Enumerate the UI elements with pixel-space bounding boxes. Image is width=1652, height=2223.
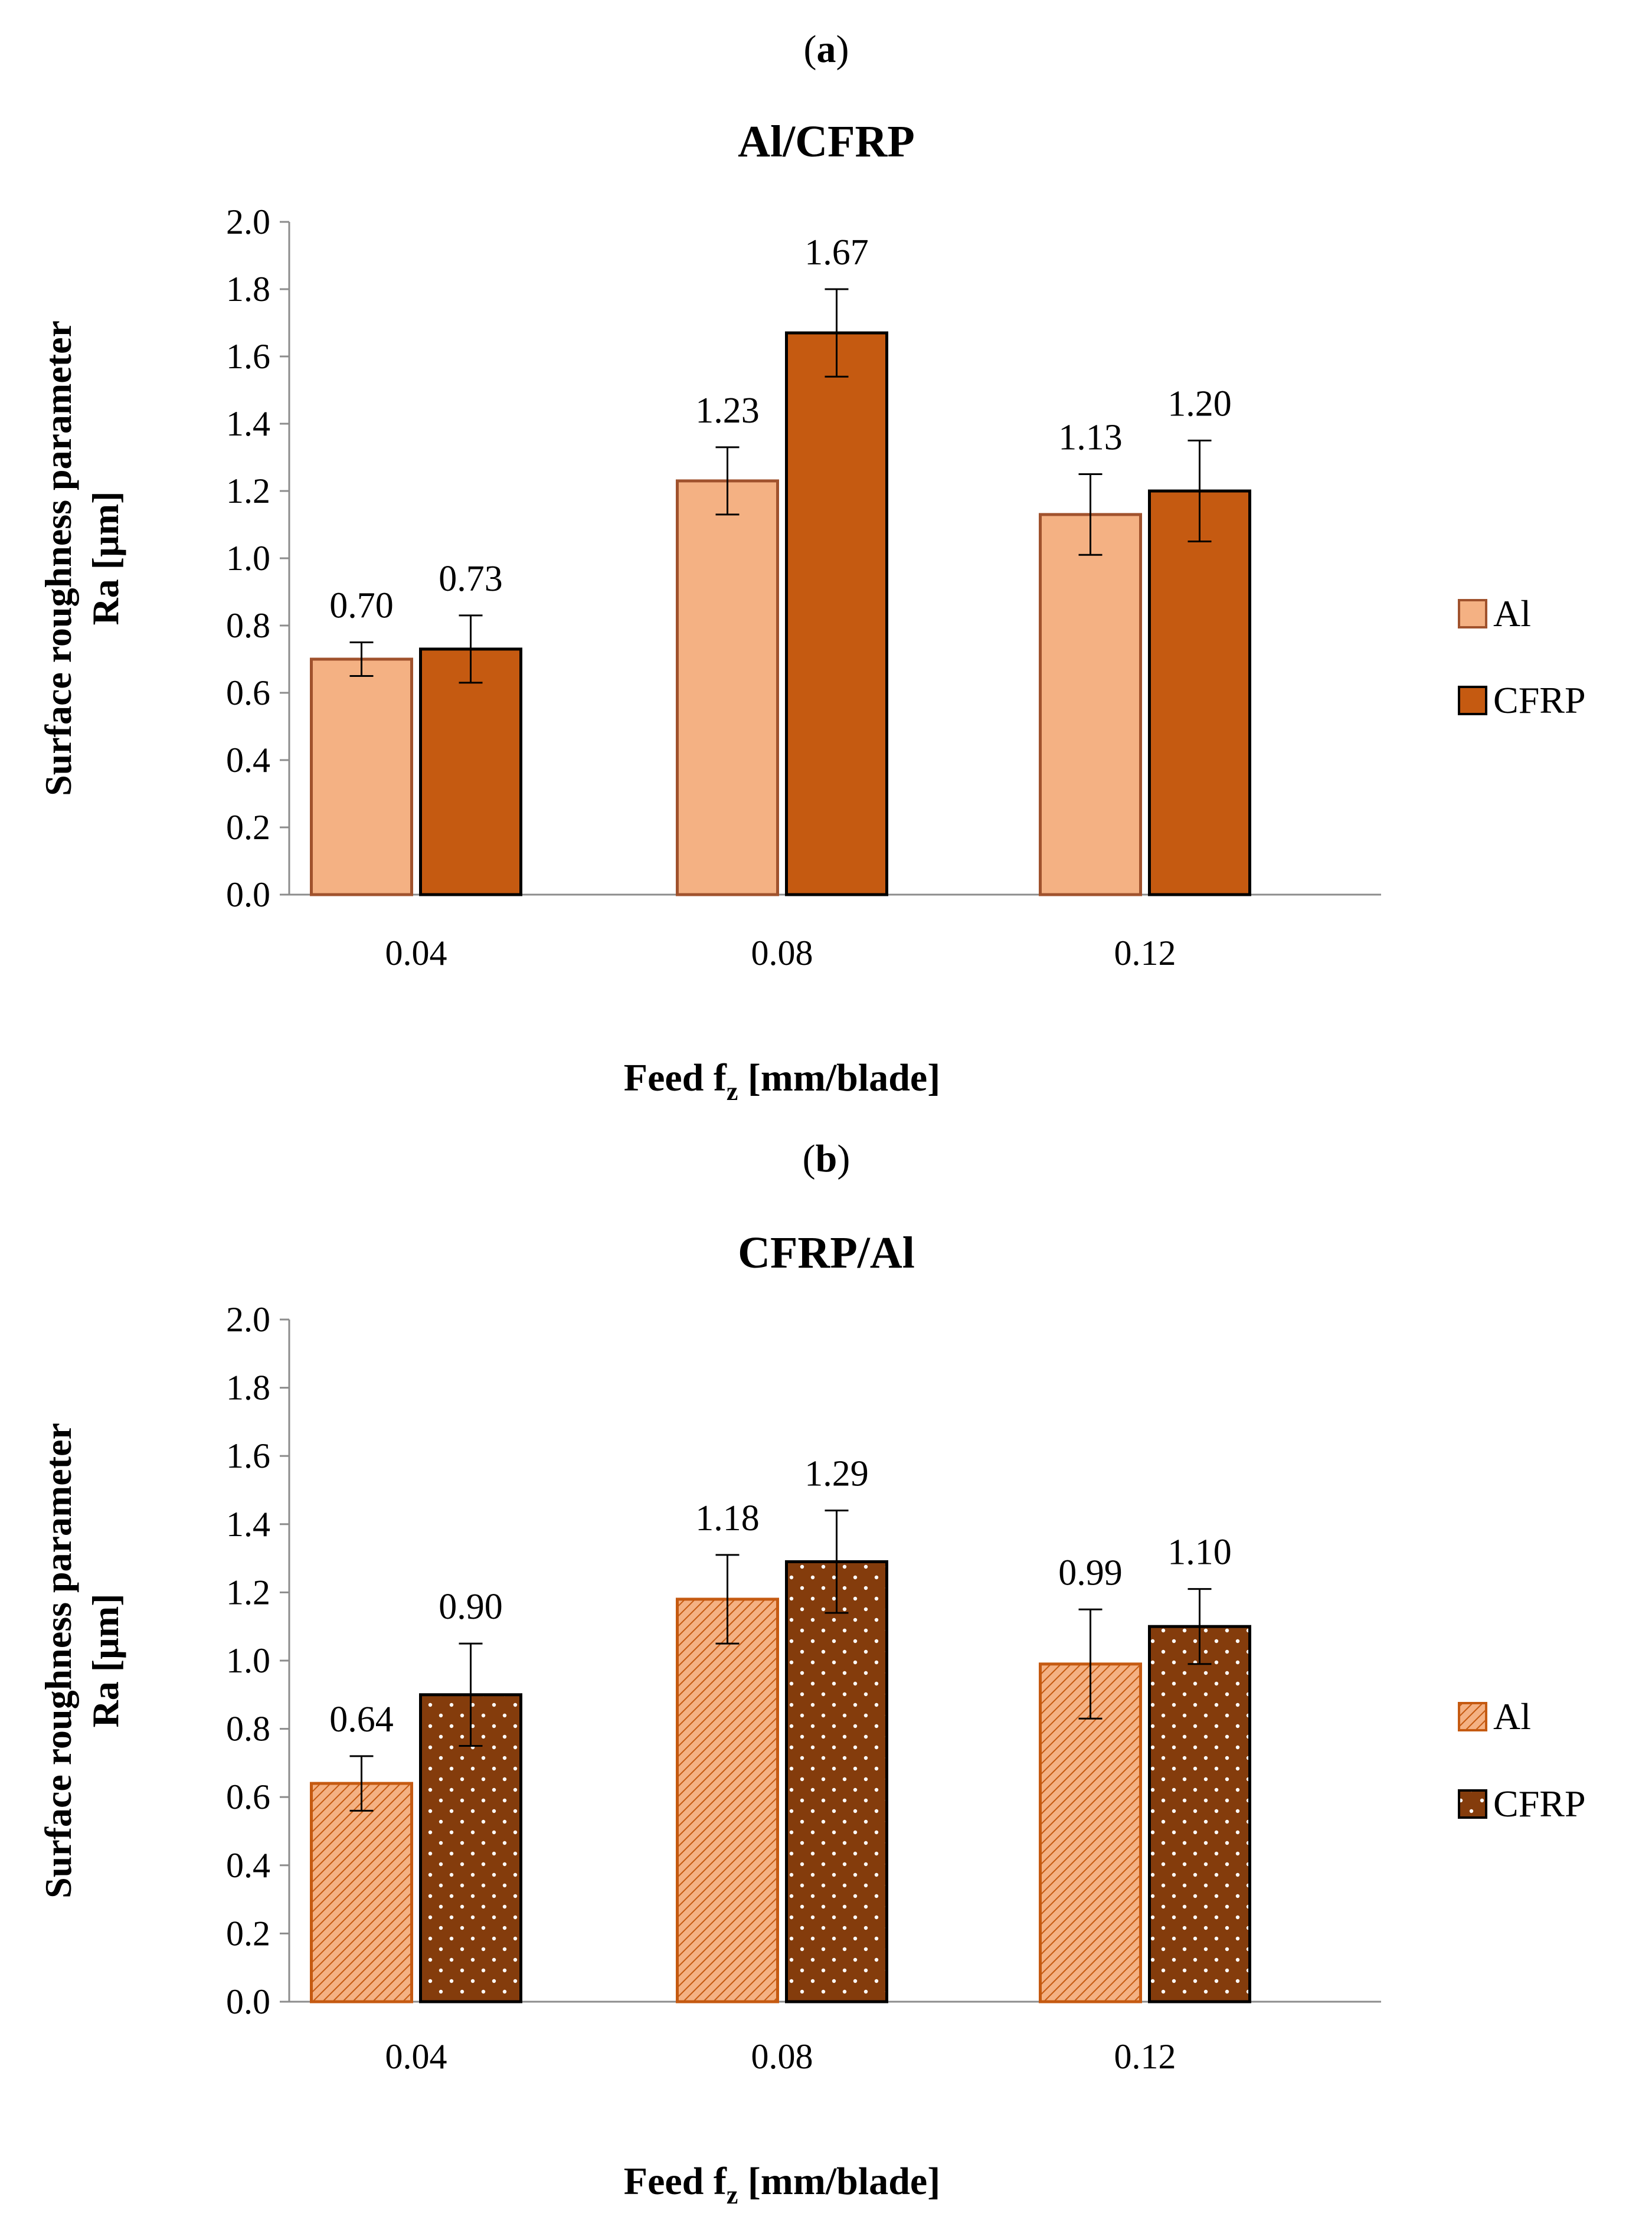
y-tick-label: 1.4 <box>226 1505 270 1544</box>
y-tick-label: 1.4 <box>226 404 270 443</box>
bar-cfrp-0.12 <box>1148 489 1251 896</box>
legend-item-cfrp: CFRP <box>1458 679 1586 721</box>
error-bar-al-0.08 <box>715 446 740 516</box>
legend-item-al: Al <box>1458 1695 1531 1737</box>
panel-label: (b) <box>803 1137 850 1180</box>
x-tick-label: 0.04 <box>385 2037 447 2076</box>
y-tick-label: 1.2 <box>226 472 270 510</box>
x-tick-label: 0.08 <box>751 2037 813 2076</box>
data-label-al-0.12: 0.99 <box>1058 1553 1123 1593</box>
data-label-cfrp-0.12: 1.20 <box>1167 384 1232 424</box>
y-tick-label: 2.0 <box>226 1300 270 1339</box>
bar-cfrp-0.04 <box>419 647 522 896</box>
legend-swatch <box>1458 1789 1487 1819</box>
data-label-al-0.08: 1.23 <box>695 391 760 431</box>
data-label-cfrp-0.08: 1.67 <box>804 233 869 273</box>
error-bar-cfrp-0.04 <box>459 614 483 684</box>
y-axis-label: Surface roughness parameter Ra [µm] <box>37 320 126 796</box>
y-tick-label: 0.8 <box>226 606 270 645</box>
y-tick-label: 0.6 <box>226 673 270 712</box>
bar-al-0.04 <box>310 657 413 896</box>
error-bar-cfrp-0.12 <box>1188 440 1212 542</box>
data-label-cfrp-0.04: 0.90 <box>439 1587 503 1627</box>
y-tick-label: 1.2 <box>226 1573 270 1612</box>
y-tick-label: 1.0 <box>226 1641 270 1680</box>
y-tick-label: 0.8 <box>226 1710 270 1749</box>
y-axis-label: Surface roughness parameter Ra [µm] <box>37 1423 126 1898</box>
y-tick-label: 2.0 <box>226 202 270 241</box>
chart-title: Al/CFRP <box>738 117 915 166</box>
legend-label: CFRP <box>1493 1783 1586 1825</box>
legend-item-al: Al <box>1458 592 1531 634</box>
data-label-cfrp-0.04: 0.73 <box>439 559 503 599</box>
bar-al-0.08 <box>676 1597 779 2003</box>
data-label-al-0.12: 1.13 <box>1058 418 1123 458</box>
error-bar-al-0.04 <box>349 1755 374 1812</box>
y-tick-label: 0.0 <box>226 875 270 914</box>
chart-panel-a: (a) Al/CFRP 0.0 0.2 0.4 0.6 0.8 1.0 1.2 1.4 1.6 1.8… <box>37 28 1586 1106</box>
y-tick-label: 1.8 <box>226 1368 270 1407</box>
data-label-cfrp-0.08: 1.29 <box>804 1454 869 1494</box>
data-label-al-0.04: 0.70 <box>329 586 394 626</box>
y-tick-label: 0.4 <box>226 1846 270 1885</box>
data-label-cfrp-0.12: 1.10 <box>1167 1533 1232 1573</box>
legend-item-cfrp: CFRP <box>1458 1783 1586 1825</box>
legend-swatch <box>1458 599 1487 628</box>
legend-swatch <box>1458 1702 1487 1731</box>
chart-panel-b: (b) CFRP/Al 0.0 0.2 0.4 0.6 0.8 1.0 1.2 1.4 1.6 1.8… <box>37 1137 1586 2209</box>
error-bar-cfrp-0.04 <box>459 1642 483 1747</box>
bar-al-0.12 <box>1039 513 1142 896</box>
chart-title: CFRP/Al <box>738 1228 915 1278</box>
bar-cfrp-0.12 <box>1148 1625 1251 2003</box>
x-tick-label: 0.12 <box>1114 934 1176 973</box>
legend-label: CFRP <box>1493 679 1586 721</box>
x-tick-label: 0.08 <box>751 934 813 973</box>
x-axis-label: Feed fz [mm/blade] <box>624 1056 940 1106</box>
y-tick-label: 1.0 <box>226 539 270 578</box>
x-tick-label: 0.04 <box>385 934 447 973</box>
x-axis-label: Feed fz [mm/blade] <box>624 2160 940 2209</box>
y-tick-label: 0.6 <box>226 1777 270 1816</box>
bar-cfrp-0.08 <box>785 331 888 896</box>
y-tick-label: 0.2 <box>226 1914 270 1953</box>
y-tick-label: 0.2 <box>226 808 270 847</box>
bar-al-0.04 <box>310 1782 413 2003</box>
legend-swatch <box>1458 686 1487 715</box>
y-tick-label: 1.6 <box>226 337 270 376</box>
x-tick-label: 0.12 <box>1114 2037 1176 2076</box>
error-bar-al-0.08 <box>715 1554 740 1645</box>
y-tick-label: 1.6 <box>226 1436 270 1475</box>
y-tick-label: 0.4 <box>226 741 270 780</box>
error-bar-al-0.04 <box>349 641 374 677</box>
error-bar-cfrp-0.12 <box>1188 1588 1212 1665</box>
legend-label: Al <box>1493 1695 1531 1737</box>
error-bar-cfrp-0.08 <box>825 1510 849 1614</box>
legend-label: Al <box>1493 592 1531 634</box>
data-label-al-0.08: 1.18 <box>695 1498 760 1538</box>
bar-al-0.12 <box>1039 1662 1142 2003</box>
error-bar-al-0.12 <box>1078 473 1103 556</box>
data-label-al-0.04: 0.64 <box>329 1700 394 1740</box>
error-bar-cfrp-0.08 <box>825 288 849 378</box>
y-tick-label: 0.0 <box>226 1982 270 2021</box>
panel-label: (a) <box>804 28 849 71</box>
error-bar-al-0.12 <box>1078 1608 1103 1720</box>
bar-cfrp-0.08 <box>785 1560 888 2003</box>
bar-al-0.08 <box>676 479 779 896</box>
y-tick-label: 1.8 <box>226 270 270 309</box>
